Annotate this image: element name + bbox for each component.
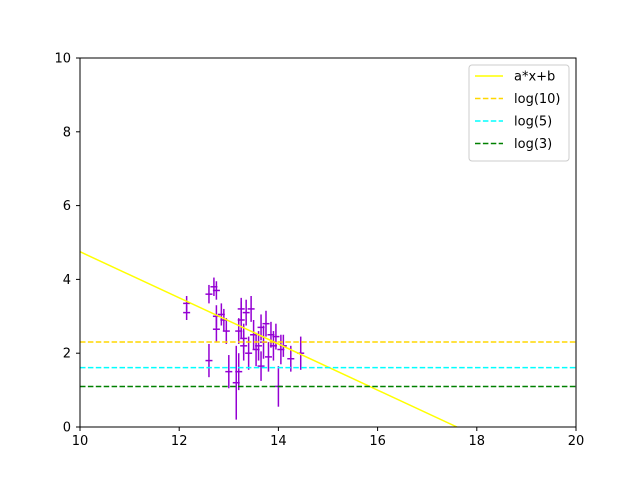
data-point — [225, 355, 233, 389]
data-point — [235, 353, 243, 391]
legend-label: log(3) — [514, 137, 552, 152]
data-point — [242, 299, 250, 326]
y-tick-label: 10 — [54, 52, 71, 67]
data-point — [255, 331, 263, 361]
y-axis-ticks: 0 2 4 6 8 10 — [54, 52, 80, 436]
plot-area — [80, 251, 576, 427]
data-point — [183, 305, 191, 320]
data-point — [257, 351, 265, 381]
data-point — [237, 297, 245, 320]
data-point — [272, 323, 280, 350]
plot-frame — [79, 57, 577, 428]
data-point — [212, 316, 220, 343]
y-tick-label: 2 — [63, 347, 71, 362]
x-tick-label: 12 — [171, 434, 188, 449]
legend-box — [468, 64, 570, 162]
y-tick-label: 6 — [63, 199, 71, 214]
legend-label: log(10) — [514, 92, 561, 107]
y-tick-label: 8 — [63, 125, 71, 140]
data-point — [262, 310, 270, 337]
x-tick-label: 18 — [469, 434, 486, 449]
data-point — [205, 284, 213, 304]
x-axis-ticks: 10 12 14 16 18 20 — [72, 427, 585, 449]
x-tick-label: 20 — [568, 434, 585, 449]
y-tick-label: 0 — [63, 421, 71, 436]
data-point — [212, 281, 220, 300]
x-tick-label: 14 — [270, 434, 287, 449]
x-tick-label: 10 — [72, 434, 89, 449]
y-tick-label: 4 — [63, 273, 71, 288]
data-point — [264, 342, 272, 372]
data-point — [222, 318, 230, 344]
data-point — [247, 296, 255, 322]
data-point — [205, 343, 213, 378]
legend: a*x+b log(10) log(5) log(3) — [468, 64, 570, 162]
series-line-0 — [80, 251, 458, 427]
legend-label: a*x+b — [514, 70, 555, 85]
x-tick-label: 16 — [369, 434, 386, 449]
legend-label: log(5) — [514, 115, 552, 130]
